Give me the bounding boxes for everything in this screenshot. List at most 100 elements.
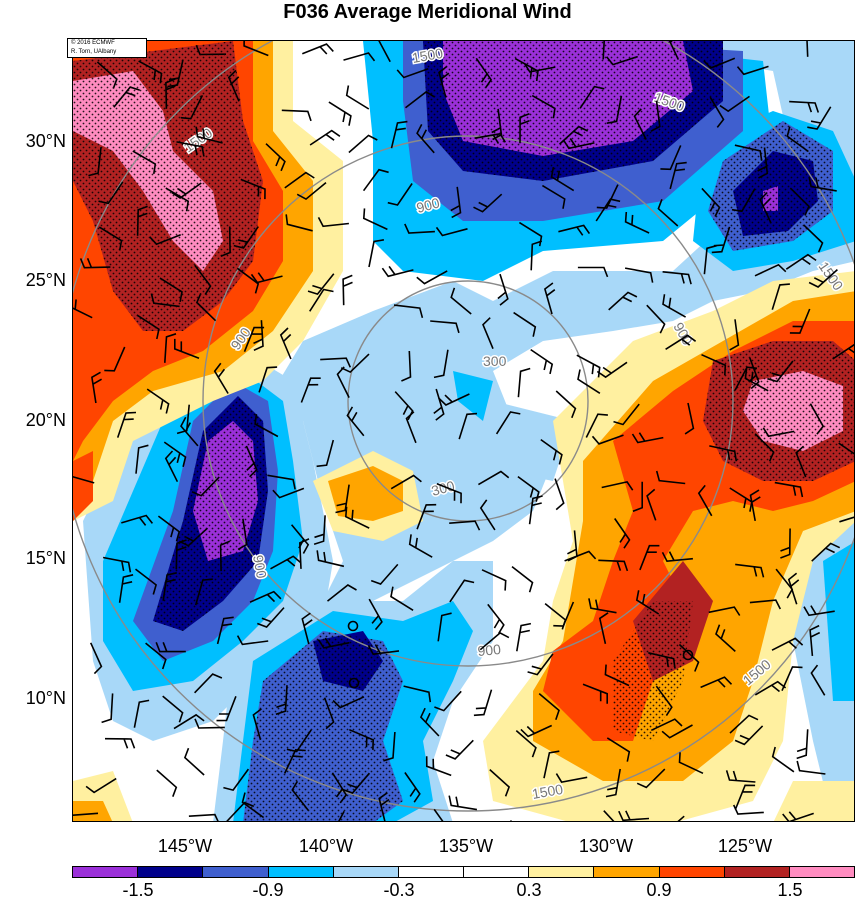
wind-barb [530,240,543,271]
wind-barb [335,484,350,514]
wind-barb [162,695,184,723]
wind-barb [749,489,761,522]
wind-barb [159,277,183,302]
wind-barb [809,403,825,435]
wind-barb [342,274,353,306]
contour-label: 300 [483,353,507,369]
wind-barb [340,353,370,374]
wind-barb [701,187,721,217]
wind-barb [749,599,782,610]
wind-barb [368,598,383,631]
wind-barb [650,718,683,732]
wind-barb [178,527,209,547]
wind-barb [434,690,462,712]
range-ring-outer [73,41,854,812]
wind-barb [633,108,647,140]
wind-barb [419,707,440,737]
wind-barb [648,652,676,669]
wind-barb [473,689,493,717]
lon-label-130w: 130°W [578,836,634,856]
wind-barb [338,811,345,821]
wind-barb [136,205,148,236]
wind-barb [298,538,310,569]
wind-barb [796,729,809,760]
wind-barb [316,550,345,568]
wind-barb [433,349,449,379]
contour-label: 900 [477,641,502,659]
wind-barb [257,607,285,628]
wind-barb [601,481,634,491]
wind-barb [390,586,414,611]
wind-barb [448,795,478,811]
wind-barb [518,221,543,247]
wind-barb [307,273,335,296]
wind-barb [553,601,575,627]
wind-barb [345,85,370,110]
wind-barb [370,563,399,585]
wind-barb [614,518,631,549]
wind-barb [227,69,240,102]
wind-barb [715,624,736,652]
wind-barb [528,495,543,525]
wind-barb [188,813,219,821]
wind-barb [734,366,758,391]
wind-barb [98,181,124,205]
colorbar-segment [594,867,660,877]
wind-barb [254,413,279,438]
wind-barb [709,96,725,128]
colorbar-label: 0.3 [516,880,542,900]
map-panel: 1500 1500 1500 1500 1500 1500 900 900 900 900 900 3… [72,40,855,822]
wind-barb [162,572,177,601]
wind-barb [774,481,804,498]
wind-barb [661,551,693,563]
wind-barb [811,542,841,562]
wind-barb [320,357,352,368]
wind-barb [302,43,334,55]
wind-barb [595,198,621,222]
wind-barb [236,267,260,294]
wind-barb [596,361,628,379]
wind-barb [808,176,837,192]
wind-barb [132,150,157,175]
wind-barb [803,605,835,617]
wind-barb [588,598,617,614]
wind-barb [668,41,680,60]
lon-label-140w: 140°W [298,836,354,856]
stipple-overlay [73,41,854,821]
wind-barb [780,528,791,559]
wind-barb [582,683,608,704]
wind-barb [267,474,296,490]
wind-barb [555,390,577,419]
wind-barb [481,569,507,591]
wind-barb [73,475,95,484]
wind-barb [174,338,200,360]
wind-barbs [73,41,854,821]
wind-barb [700,676,733,689]
wind-barb [759,191,772,224]
wind-barb [194,578,213,606]
wind-barb [243,326,265,352]
wind-barb [250,272,283,284]
wind-barb [754,263,787,277]
colorbar-segment [529,867,595,877]
wind-barb [540,438,563,465]
wind-barb [404,772,421,803]
wind-barb [438,393,470,406]
wind-barb [317,637,350,649]
wind-barb [520,724,553,738]
wind-barb [390,474,422,490]
wind-barb [477,470,510,486]
wind-barb [328,101,352,126]
wind-barb [138,60,163,84]
wind-barb [336,366,350,398]
wind-barb [194,718,225,729]
wind-barb [191,476,220,497]
wind-barb [245,445,258,478]
wind-barb [613,403,640,426]
wind-barb [403,685,432,703]
wind-barb [136,314,160,340]
wind-barb [709,445,738,462]
wind-barb [79,257,111,269]
wind-barb [194,673,223,694]
wind-barb [309,129,341,146]
